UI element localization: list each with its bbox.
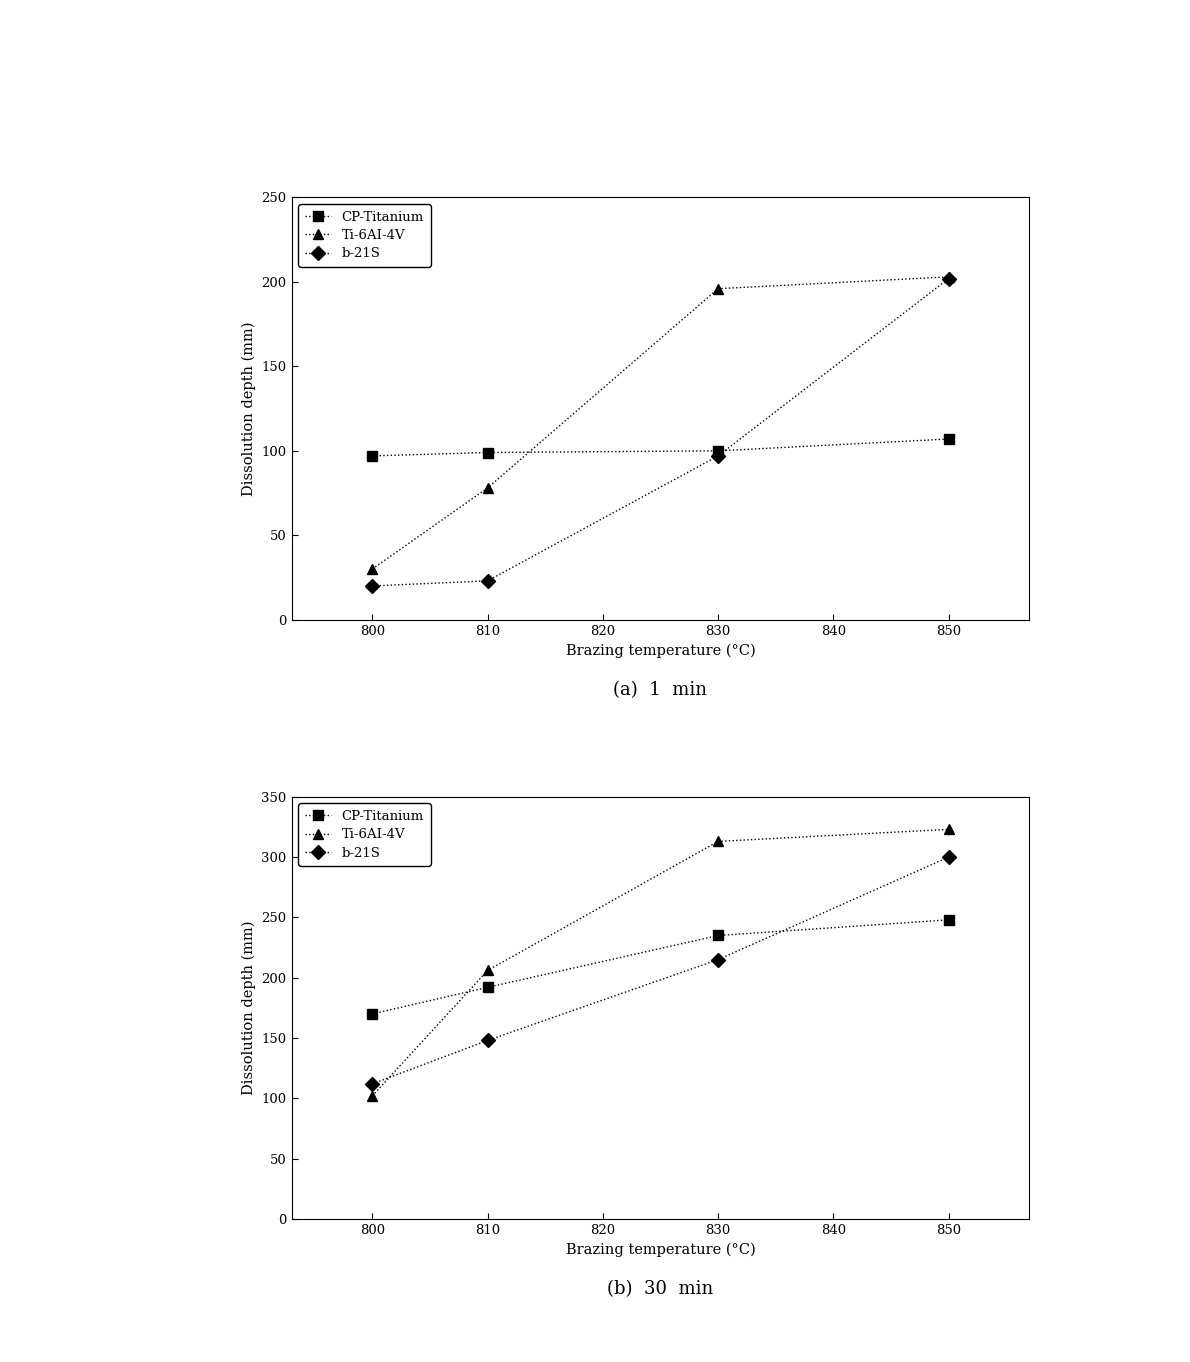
Line: CP-Titanium: CP-Titanium xyxy=(368,915,953,1019)
Y-axis label: Dissolution depth (mm): Dissolution depth (mm) xyxy=(242,921,256,1095)
Y-axis label: Dissolution depth (mm): Dissolution depth (mm) xyxy=(242,321,256,496)
CP-Titanium xyxy=(481,979,495,996)
b-21S xyxy=(941,849,956,865)
Ti-6AI-4V xyxy=(481,963,495,979)
X-axis label: Brazing temperature (°C): Brazing temperature (°C) xyxy=(565,1242,756,1257)
Ti-6AI-4V xyxy=(710,281,725,297)
Ti-6AI-4V xyxy=(481,479,495,496)
Text: (a)  1  min: (a) 1 min xyxy=(614,681,707,699)
CP-Titanium xyxy=(710,443,725,459)
b-21S xyxy=(365,1076,380,1092)
b-21S xyxy=(365,577,380,594)
Legend: CP-Titanium, Ti-6AI-4V, b-21S: CP-Titanium, Ti-6AI-4V, b-21S xyxy=(299,804,431,866)
Line: b-21S: b-21S xyxy=(368,853,953,1088)
Ti-6AI-4V xyxy=(365,561,380,577)
Legend: CP-Titanium, Ti-6AI-4V, b-21S: CP-Titanium, Ti-6AI-4V, b-21S xyxy=(299,204,431,267)
CP-Titanium xyxy=(481,444,495,460)
CP-Titanium xyxy=(365,448,380,464)
CP-Titanium xyxy=(710,928,725,944)
Ti-6AI-4V xyxy=(941,821,956,838)
b-21S xyxy=(710,952,725,968)
b-21S xyxy=(481,1032,495,1049)
Line: Ti-6AI-4V: Ti-6AI-4V xyxy=(368,824,953,1100)
b-21S xyxy=(941,271,956,287)
b-21S xyxy=(481,572,495,588)
Ti-6AI-4V xyxy=(941,268,956,285)
Line: Ti-6AI-4V: Ti-6AI-4V xyxy=(368,272,953,573)
X-axis label: Brazing temperature (°C): Brazing temperature (°C) xyxy=(565,643,756,658)
Line: b-21S: b-21S xyxy=(368,274,953,591)
CP-Titanium xyxy=(941,430,956,447)
CP-Titanium xyxy=(365,1005,380,1022)
b-21S xyxy=(710,448,725,464)
CP-Titanium xyxy=(941,911,956,928)
Ti-6AI-4V xyxy=(365,1088,380,1105)
Line: CP-Titanium: CP-Titanium xyxy=(368,434,953,460)
Ti-6AI-4V xyxy=(710,834,725,850)
Text: (b)  30  min: (b) 30 min xyxy=(607,1280,714,1298)
